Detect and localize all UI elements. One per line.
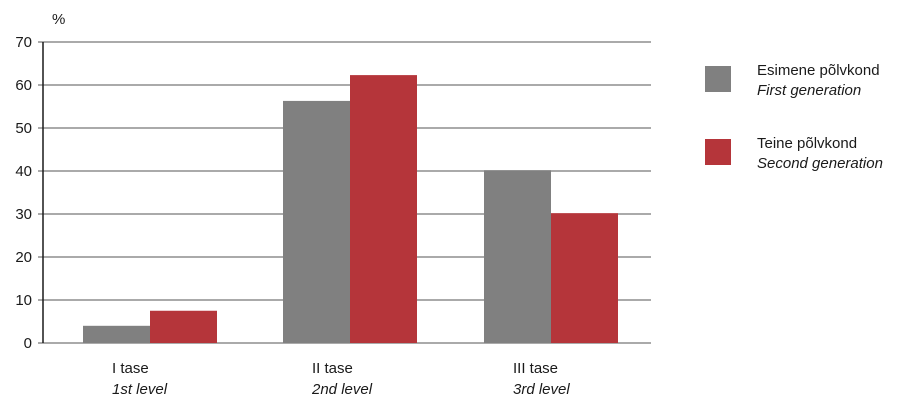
y-tick-label: 50 bbox=[15, 120, 32, 137]
y-axis-ticks: 0 10 20 30 40 50 60 70 bbox=[15, 34, 32, 352]
bar-first-generation bbox=[83, 325, 150, 343]
bar-second-generation bbox=[350, 75, 417, 344]
y-tick-label: 60 bbox=[15, 77, 32, 94]
legend-label-en: First generation bbox=[757, 82, 862, 99]
x-category-label-en: 2nd level bbox=[311, 381, 373, 398]
legend-label: Teine põlvkond bbox=[757, 135, 858, 152]
y-unit-label: % bbox=[52, 11, 65, 28]
x-category-label-en: 3rd level bbox=[513, 381, 570, 398]
legend-label-en: Second generation bbox=[757, 155, 883, 172]
x-category-label-en: 1st level bbox=[112, 381, 168, 398]
bar-second-generation bbox=[551, 213, 618, 343]
x-category-label: II tase bbox=[312, 360, 353, 377]
x-axis-labels: I tase 1st level II tase 2nd level III tase 3… bbox=[112, 360, 570, 398]
y-tick-label: 10 bbox=[15, 292, 32, 309]
bar-second-generation bbox=[150, 310, 217, 343]
y-tick-label: 0 bbox=[24, 335, 32, 352]
x-category-label: III tase bbox=[513, 360, 558, 377]
legend-label: Esimene põlvkond bbox=[757, 62, 880, 79]
y-tick-label: 20 bbox=[15, 249, 32, 266]
y-tick-label: 70 bbox=[15, 34, 32, 51]
bars bbox=[83, 75, 618, 344]
bar-first-generation bbox=[283, 100, 350, 343]
legend-swatch-first-generation bbox=[705, 66, 731, 92]
bar-first-generation bbox=[484, 170, 551, 343]
y-tick-label: 30 bbox=[15, 206, 32, 223]
legend-swatch-second-generation bbox=[705, 139, 731, 165]
x-category-label: I tase bbox=[112, 360, 149, 377]
y-tick-label: 40 bbox=[15, 163, 32, 180]
